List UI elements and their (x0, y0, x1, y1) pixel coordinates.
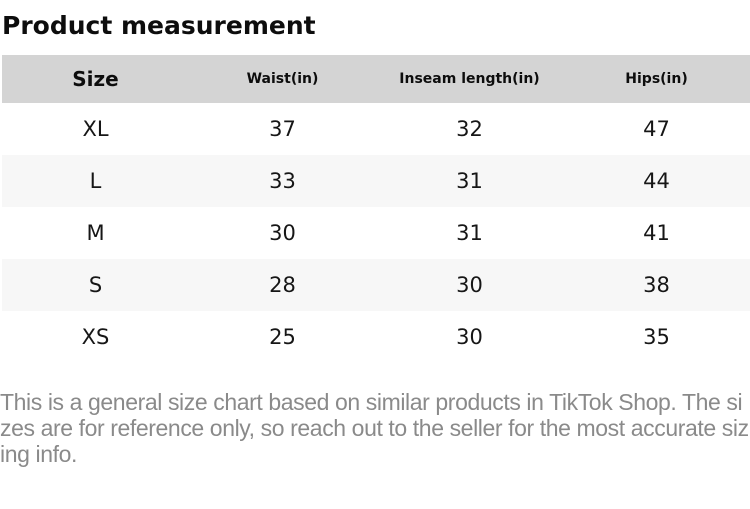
hips-cell: 38 (643, 273, 670, 297)
waist-cell: 28 (269, 273, 296, 297)
size-chart-body: XL 37 32 47 L 33 31 44 M 30 31 41 S 28 3… (2, 103, 750, 363)
col-header-inseam: Inseam length(in) (399, 71, 540, 87)
waist-cell: 25 (269, 325, 296, 349)
waist-cell: 30 (269, 221, 296, 245)
col-header-size: Size (72, 67, 119, 91)
table-row: XL 37 32 47 (2, 103, 750, 155)
size-cell: XL (82, 117, 109, 141)
waist-cell: 37 (269, 117, 296, 141)
inseam-cell: 31 (456, 221, 483, 245)
size-chart-header: Size Waist(in) Inseam length(in) Hips(in… (2, 55, 750, 103)
size-cell: XS (81, 325, 110, 349)
size-cell: S (88, 273, 103, 297)
page-title: Product measurement (2, 11, 316, 40)
size-chart-table: Size Waist(in) Inseam length(in) Hips(in… (2, 55, 750, 363)
size-chart-disclaimer: This is a general size chart based on si… (0, 389, 749, 467)
hips-cell: 47 (643, 117, 670, 141)
waist-cell: 33 (269, 169, 296, 193)
inseam-cell: 32 (456, 117, 483, 141)
inseam-cell: 30 (456, 273, 483, 297)
inseam-cell: 30 (456, 325, 483, 349)
table-row: XS 25 30 35 (2, 311, 750, 363)
size-cell: M (86, 221, 105, 245)
table-row: L 33 31 44 (2, 155, 750, 207)
size-cell: L (89, 169, 102, 193)
inseam-cell: 31 (456, 169, 483, 193)
table-row: S 28 30 38 (2, 259, 750, 311)
col-header-hips: Hips(in) (625, 71, 688, 87)
hips-cell: 44 (643, 169, 670, 193)
header-row: Size Waist(in) Inseam length(in) Hips(in… (2, 55, 750, 103)
hips-cell: 41 (643, 221, 670, 245)
table-row: M 30 31 41 (2, 207, 750, 259)
hips-cell: 35 (643, 325, 670, 349)
col-header-waist: Waist(in) (246, 71, 319, 87)
